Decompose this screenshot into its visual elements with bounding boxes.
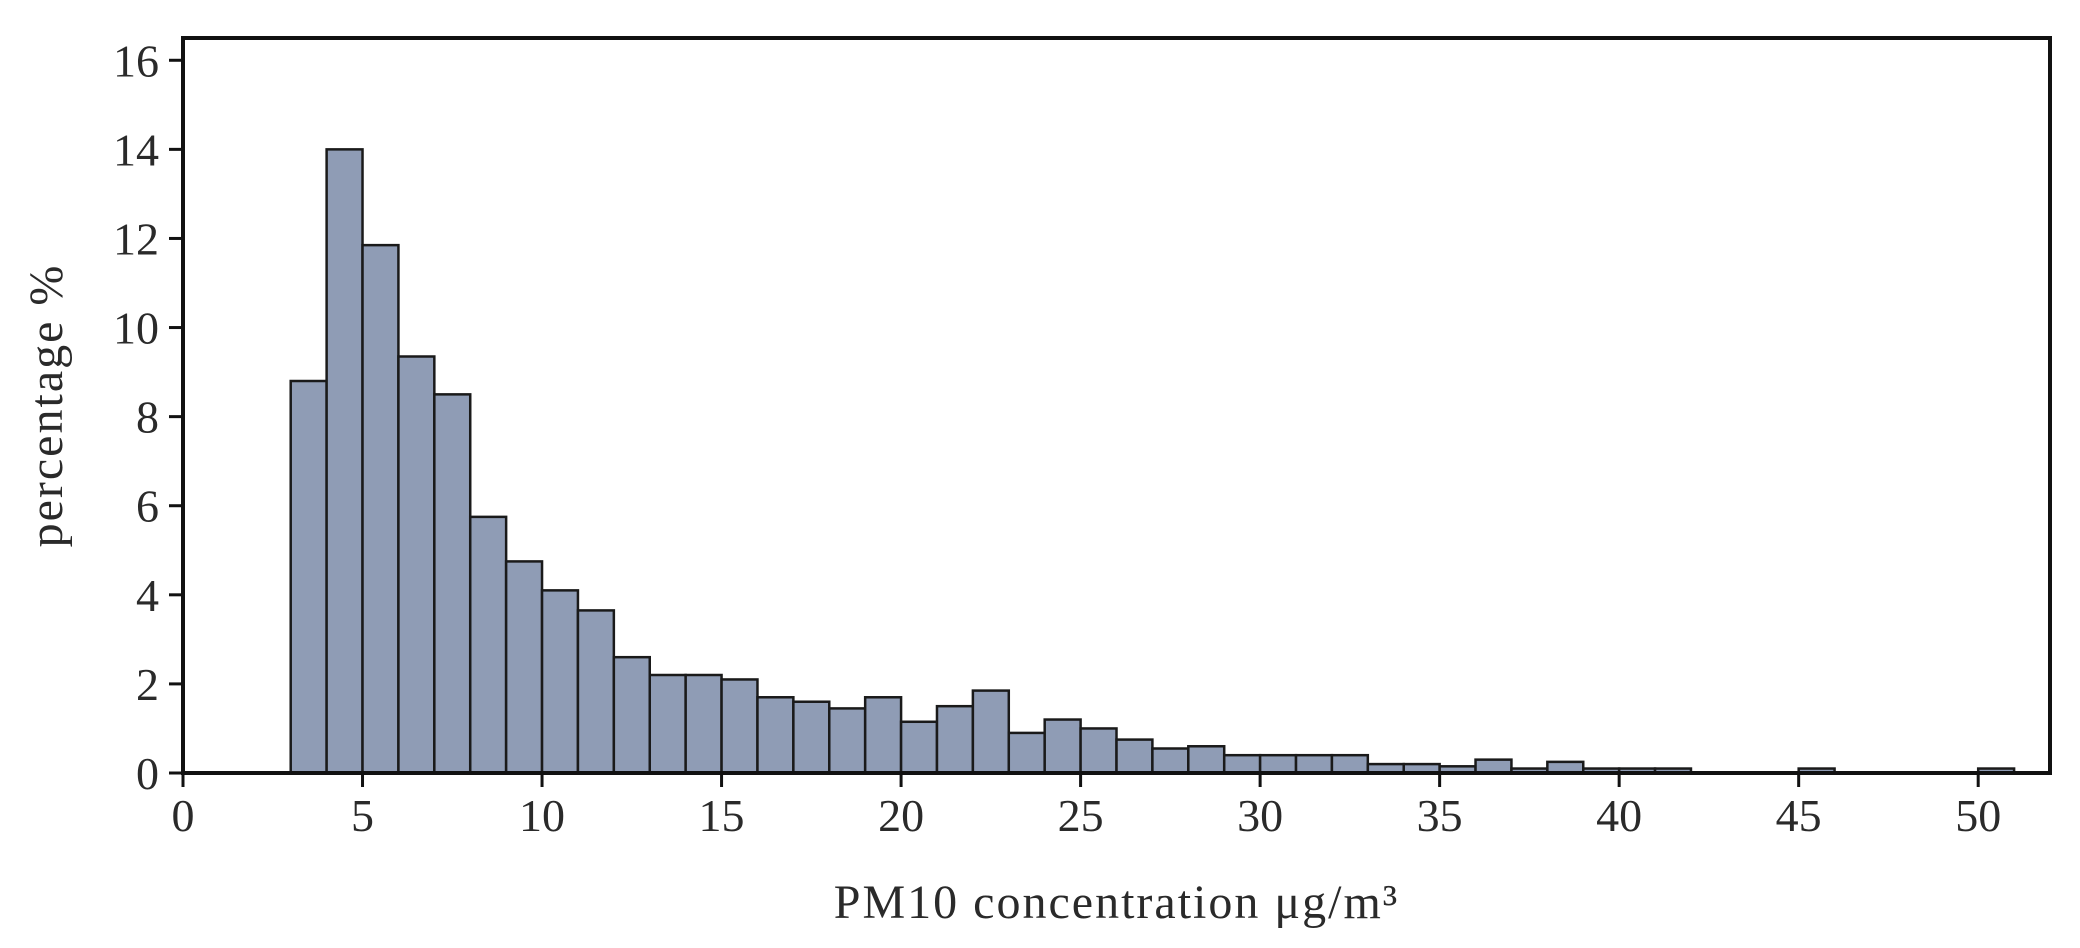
histogram-bar [720,678,759,775]
y-tick-label: 10 [113,303,159,354]
histogram-bar [1043,718,1082,775]
y-tick-label: 16 [113,35,159,86]
x-tick-label: 40 [1596,790,1642,841]
y-axis-ticks: 0 2 4 6 8 10 12 14 16 [113,35,183,799]
histogram-bar [1007,731,1046,775]
histogram-bar [648,673,687,775]
histogram-bar [397,355,436,775]
histogram-bar [1222,753,1262,775]
histogram-bar [361,243,400,775]
histogram-bar [1258,753,1298,775]
histogram-bar [1115,738,1154,775]
histogram-bar [325,148,364,775]
y-tick-label: 6 [136,481,159,532]
histogram-bar [792,700,831,775]
x-tick-label: 30 [1237,790,1283,841]
x-tick-label: 15 [699,790,745,841]
histogram-bar [935,704,975,775]
histogram-bar [289,379,328,775]
y-tick-label: 14 [113,124,159,175]
x-tick-label: 0 [172,790,195,841]
histogram-bar [1294,753,1334,775]
y-tick-label: 0 [136,748,159,799]
histogram-bar [576,609,616,775]
y-tick-label: 12 [113,213,159,264]
bars-group [289,148,2016,775]
histogram-bar [971,689,1011,775]
x-tick-label: 10 [519,790,565,841]
y-tick-label: 2 [136,659,159,710]
plot-frame [181,36,2052,775]
x-tick-label: 20 [878,790,924,841]
histogram-bar [504,560,544,775]
histogram-bar [899,720,939,775]
histogram-bar [684,673,723,775]
histogram-bar [612,655,651,775]
histogram-bar [828,707,867,775]
histogram-bar [1079,727,1118,775]
x-tick-label: 35 [1417,790,1463,841]
histogram-bar [468,515,508,775]
histogram-bar [1187,745,1226,775]
histogram-bar [1330,753,1370,775]
x-tick-label: 45 [1776,790,1822,841]
x-tick-label: 5 [351,790,374,841]
y-tick-label: 4 [136,570,159,621]
y-tick-label: 8 [136,392,159,443]
x-tick-label: 25 [1058,790,1104,841]
histogram-bar [1151,747,1190,775]
x-tick-label: 50 [1955,790,2001,841]
histogram-bar [756,696,795,775]
y-axis-title: percentage % [20,264,73,548]
histogram-bar [863,696,903,775]
histogram-bar [540,589,580,775]
histogram-bar [1474,758,1513,775]
x-axis-ticks: 0 5 10 15 20 25 30 35 40 45 50 [172,773,2001,841]
x-axis-title: PM10 concentration μg/m³ [834,876,1399,929]
histogram-bar [433,393,472,775]
